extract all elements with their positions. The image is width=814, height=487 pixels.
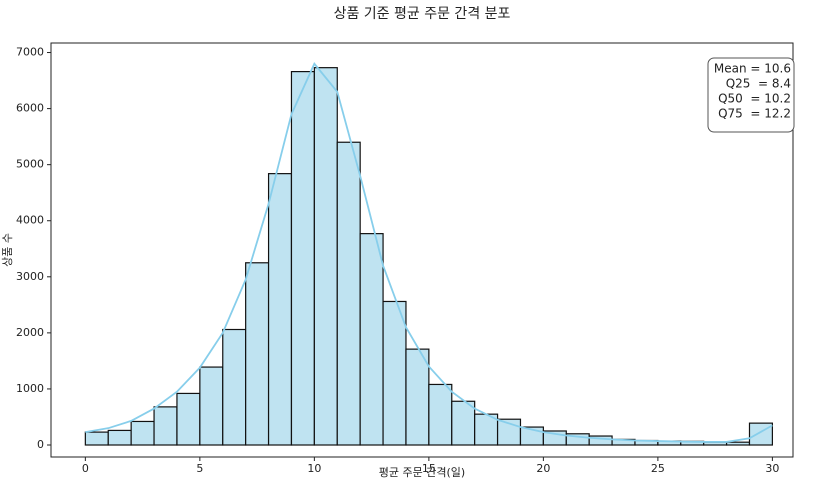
y-tick-label: 5000 xyxy=(16,158,44,171)
kde-line xyxy=(85,62,773,443)
bar xyxy=(107,429,132,446)
y-axis-label: 상품 수 xyxy=(1,233,14,267)
bar xyxy=(84,431,109,446)
bar xyxy=(382,300,407,446)
bar xyxy=(725,441,751,446)
stats-text: Q50 = 10.2 xyxy=(718,92,791,106)
x-tick-label: 20 xyxy=(536,462,550,475)
stats-text: Q75 = 12.2 xyxy=(718,107,791,121)
y-tick-label: 3000 xyxy=(16,270,44,283)
bar xyxy=(428,383,453,446)
bar xyxy=(130,420,155,446)
y-tick-label: 7000 xyxy=(16,46,44,59)
y-tick-label: 4000 xyxy=(16,214,44,227)
bar xyxy=(222,328,247,446)
bar xyxy=(359,233,384,446)
bar xyxy=(336,141,361,446)
bar xyxy=(153,406,178,446)
bar xyxy=(245,262,270,446)
plot-frame xyxy=(50,42,794,458)
y-tick-label: 2000 xyxy=(16,326,44,339)
bar xyxy=(451,400,476,446)
x-axis-label: 평균 주문 간격(일) xyxy=(379,465,465,479)
stats-text: Mean = 10.6 xyxy=(714,62,791,76)
y-tick-label: 0 xyxy=(37,438,44,451)
stats-box xyxy=(707,57,795,133)
x-tick-label: 5 xyxy=(196,462,203,475)
bar xyxy=(290,70,315,446)
chart-title: 상품 기준 평균 주문 간격 분포 xyxy=(334,6,511,22)
bar xyxy=(267,173,293,446)
bar xyxy=(199,366,224,446)
bar xyxy=(405,348,430,446)
stats-text: Q25 = 8.4 xyxy=(726,77,791,91)
x-tick-label: 25 xyxy=(651,462,665,475)
y-tick-label: 6000 xyxy=(16,102,44,115)
bar xyxy=(313,67,338,446)
bar xyxy=(176,392,201,446)
x-tick-label: 0 xyxy=(82,462,89,475)
x-tick-label: 15 xyxy=(422,462,436,475)
y-tick-label: 1000 xyxy=(16,382,44,395)
x-tick-label: 10 xyxy=(307,462,321,475)
x-tick-label: 30 xyxy=(765,462,779,475)
